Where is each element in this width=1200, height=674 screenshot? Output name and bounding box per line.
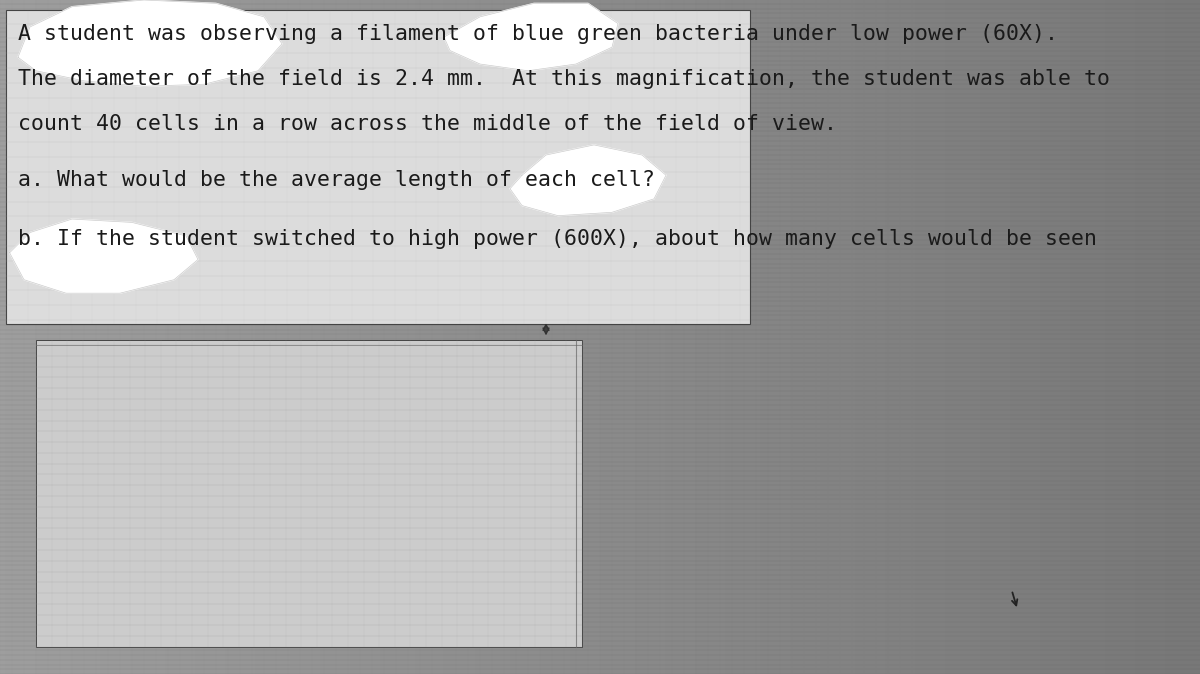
Polygon shape [510, 145, 666, 216]
Polygon shape [18, 0, 282, 86]
Polygon shape [444, 3, 618, 71]
Text: A student was observing a filament of blue green bacteria under low power (60X).: A student was observing a filament of bl… [18, 24, 1058, 44]
Text: a. What would be the average length of each cell?: a. What would be the average length of e… [18, 170, 655, 190]
Polygon shape [10, 219, 198, 293]
Text: The diameter of the field is 2.4 mm.  At this magnification, the student was abl: The diameter of the field is 2.4 mm. At … [18, 69, 1110, 89]
Text: b. If the student switched to high power (600X), about how many cells would be s: b. If the student switched to high power… [18, 229, 1097, 249]
Bar [6, 10, 750, 324]
Text: count 40 cells in a row across the middle of the field of view.: count 40 cells in a row across the middl… [18, 114, 838, 134]
Bar [36, 340, 582, 647]
